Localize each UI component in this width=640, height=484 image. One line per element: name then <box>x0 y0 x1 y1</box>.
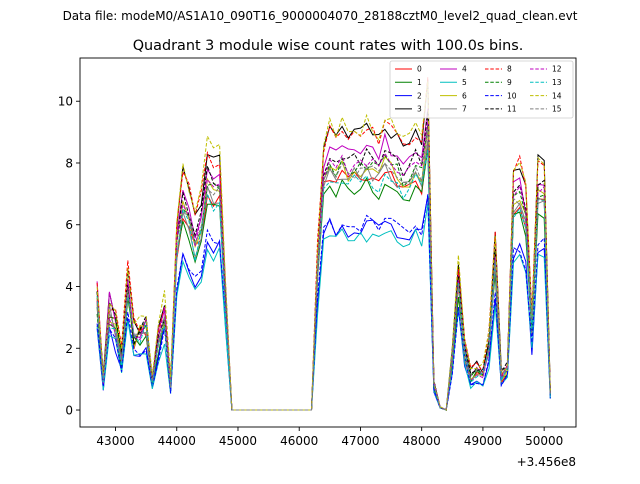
legend-label-2: 2 <box>417 91 422 100</box>
series-line-15 <box>96 128 551 411</box>
legend-label-10: 10 <box>507 91 517 100</box>
legend-label-1: 1 <box>417 78 422 87</box>
figure-suptitle: Data file: modeM0/AS1A10_090T16_90000040… <box>63 9 578 23</box>
legend-label-0: 0 <box>417 65 422 74</box>
y-tick-label: 2 <box>65 342 73 356</box>
legend-box <box>389 60 574 119</box>
legend-label-12: 12 <box>552 65 562 74</box>
series-line-14 <box>96 81 551 411</box>
x-tick-label: 50000 <box>525 434 563 448</box>
legend-label-15: 15 <box>552 105 562 114</box>
legend-label-3: 3 <box>417 105 422 114</box>
y-tick-label: 0 <box>65 404 73 418</box>
y-tick-label: 8 <box>65 156 73 170</box>
series-line-11 <box>96 111 551 411</box>
legend-label-8: 8 <box>507 65 512 74</box>
series-layer <box>96 77 551 411</box>
y-tick-label: 4 <box>65 280 73 294</box>
plot-frame <box>79 57 577 428</box>
legend-label-6: 6 <box>462 91 467 100</box>
x-tick-label: 49000 <box>464 434 502 448</box>
x-tick-label: 47000 <box>341 434 379 448</box>
x-tick-label: 48000 <box>403 434 441 448</box>
legend-label-4: 4 <box>462 65 467 74</box>
x-tick-label: 46000 <box>280 434 318 448</box>
series-line-13 <box>96 149 551 411</box>
chart-title: Quadrant 3 module wise count rates with … <box>133 38 524 54</box>
legend-label-11: 11 <box>507 105 517 114</box>
y-tick-label: 6 <box>65 218 73 232</box>
legend-label-14: 14 <box>552 91 562 100</box>
y-axis: 0 2 4 6 8 10 <box>58 95 80 418</box>
legend-label-5: 5 <box>462 78 467 87</box>
x-tick-label: 44000 <box>158 434 196 448</box>
x-axis: 43000 44000 45000 46000 47000 48000 49000 50000 <box>96 427 563 448</box>
y-tick-label: 10 <box>58 95 73 109</box>
series-line-5 <box>96 202 551 411</box>
x-tick-label: 45000 <box>219 434 257 448</box>
legend-label-7: 7 <box>462 105 467 114</box>
x-tick-label: 43000 <box>96 434 134 448</box>
legend-label-9: 9 <box>507 78 512 87</box>
x-offset-label: +3.456e8 <box>517 455 576 469</box>
legend-label-13: 13 <box>552 78 562 87</box>
